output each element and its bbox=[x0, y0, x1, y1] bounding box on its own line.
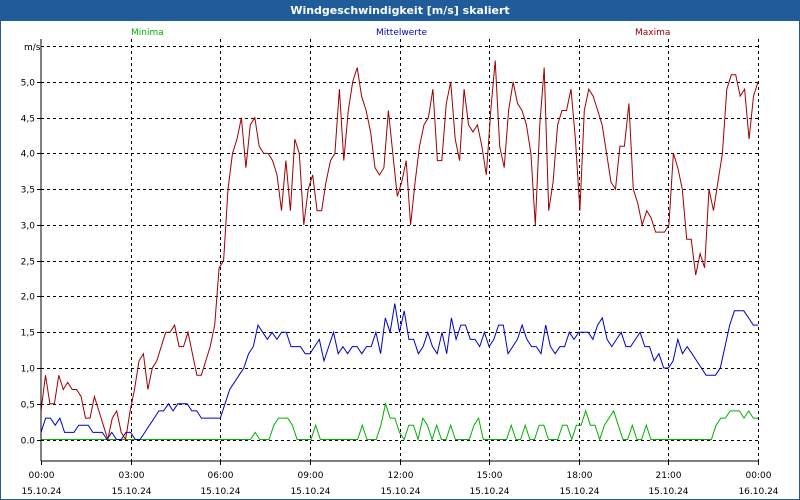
series-minima-line bbox=[41, 401, 758, 442]
x-tick-time-label: 21:00 bbox=[656, 471, 682, 481]
x-tick-date-label: 15.10.24 bbox=[469, 487, 509, 497]
y-tick-label: 2,5 bbox=[21, 258, 35, 268]
x-tick-date-label: 15.10.24 bbox=[21, 487, 61, 497]
y-axis-unit-label: m/s bbox=[24, 43, 41, 53]
y-tick-label: 2,0 bbox=[21, 293, 36, 303]
x-tick-date-label: 15.10.24 bbox=[111, 487, 151, 497]
x-tick-date-label: 15.10.24 bbox=[200, 487, 240, 497]
wind-speed-chart: m/s 0.0 0,5 1,0 1,5 2,0 2,5 3,0 3,5 4,0 4,5 5,0 00… bbox=[21, 28, 779, 497]
series-lines bbox=[40, 60, 759, 442]
legend-mittelwerte: Mittelwerte bbox=[376, 28, 427, 38]
x-tick-time-label: 00:00 bbox=[746, 471, 772, 481]
y-tick-label: 4,5 bbox=[21, 115, 35, 125]
legend-maxima: Maxima bbox=[635, 28, 670, 38]
y-tick-label: 5,0 bbox=[21, 79, 36, 89]
series-maxima-line bbox=[40, 60, 759, 442]
x-tick-time-label: 03:00 bbox=[119, 471, 145, 481]
y-tick-label: 4,0 bbox=[21, 150, 36, 160]
y-tick-label: 1,0 bbox=[21, 365, 36, 375]
y-axis-ticks: 0.0 0,5 1,0 1,5 2,0 2,5 3,0 3,5 4,0 4,5 5,0 bbox=[21, 79, 36, 447]
y-tick-label: 3,0 bbox=[21, 222, 36, 232]
window-title: Windgeschwindigkeit [m/s] skaliert bbox=[1, 1, 799, 21]
x-tick-date-label: 15.10.24 bbox=[559, 487, 599, 497]
x-tick-time-label: 06:00 bbox=[208, 471, 234, 481]
x-tick-date-label: 16.10.24 bbox=[738, 487, 778, 497]
grid bbox=[37, 39, 759, 465]
x-tick-date-label: 15.10.24 bbox=[648, 487, 688, 497]
x-tick-time-label: 12:00 bbox=[388, 471, 414, 481]
x-tick-time-label: 09:00 bbox=[298, 471, 324, 481]
y-tick-label: 0,5 bbox=[21, 401, 35, 411]
x-tick-time-label: 18:00 bbox=[567, 471, 593, 481]
x-axis-ticks: 00:00 15.10.24 03:00 15.10.24 06:00 15.10.24 0… bbox=[21, 471, 778, 497]
series-mittelwerte-line bbox=[40, 303, 758, 441]
y-tick-label: 3,5 bbox=[21, 186, 35, 196]
y-tick-label: 1,5 bbox=[21, 329, 35, 339]
legend-minima: Minima bbox=[131, 28, 164, 38]
x-tick-date-label: 15.10.24 bbox=[380, 487, 420, 497]
x-tick-time-label: 15:00 bbox=[477, 471, 503, 481]
x-tick-date-label: 15.10.24 bbox=[290, 487, 330, 497]
x-tick-time-label: 00:00 bbox=[29, 471, 55, 481]
y-tick-label: 0.0 bbox=[21, 437, 36, 447]
